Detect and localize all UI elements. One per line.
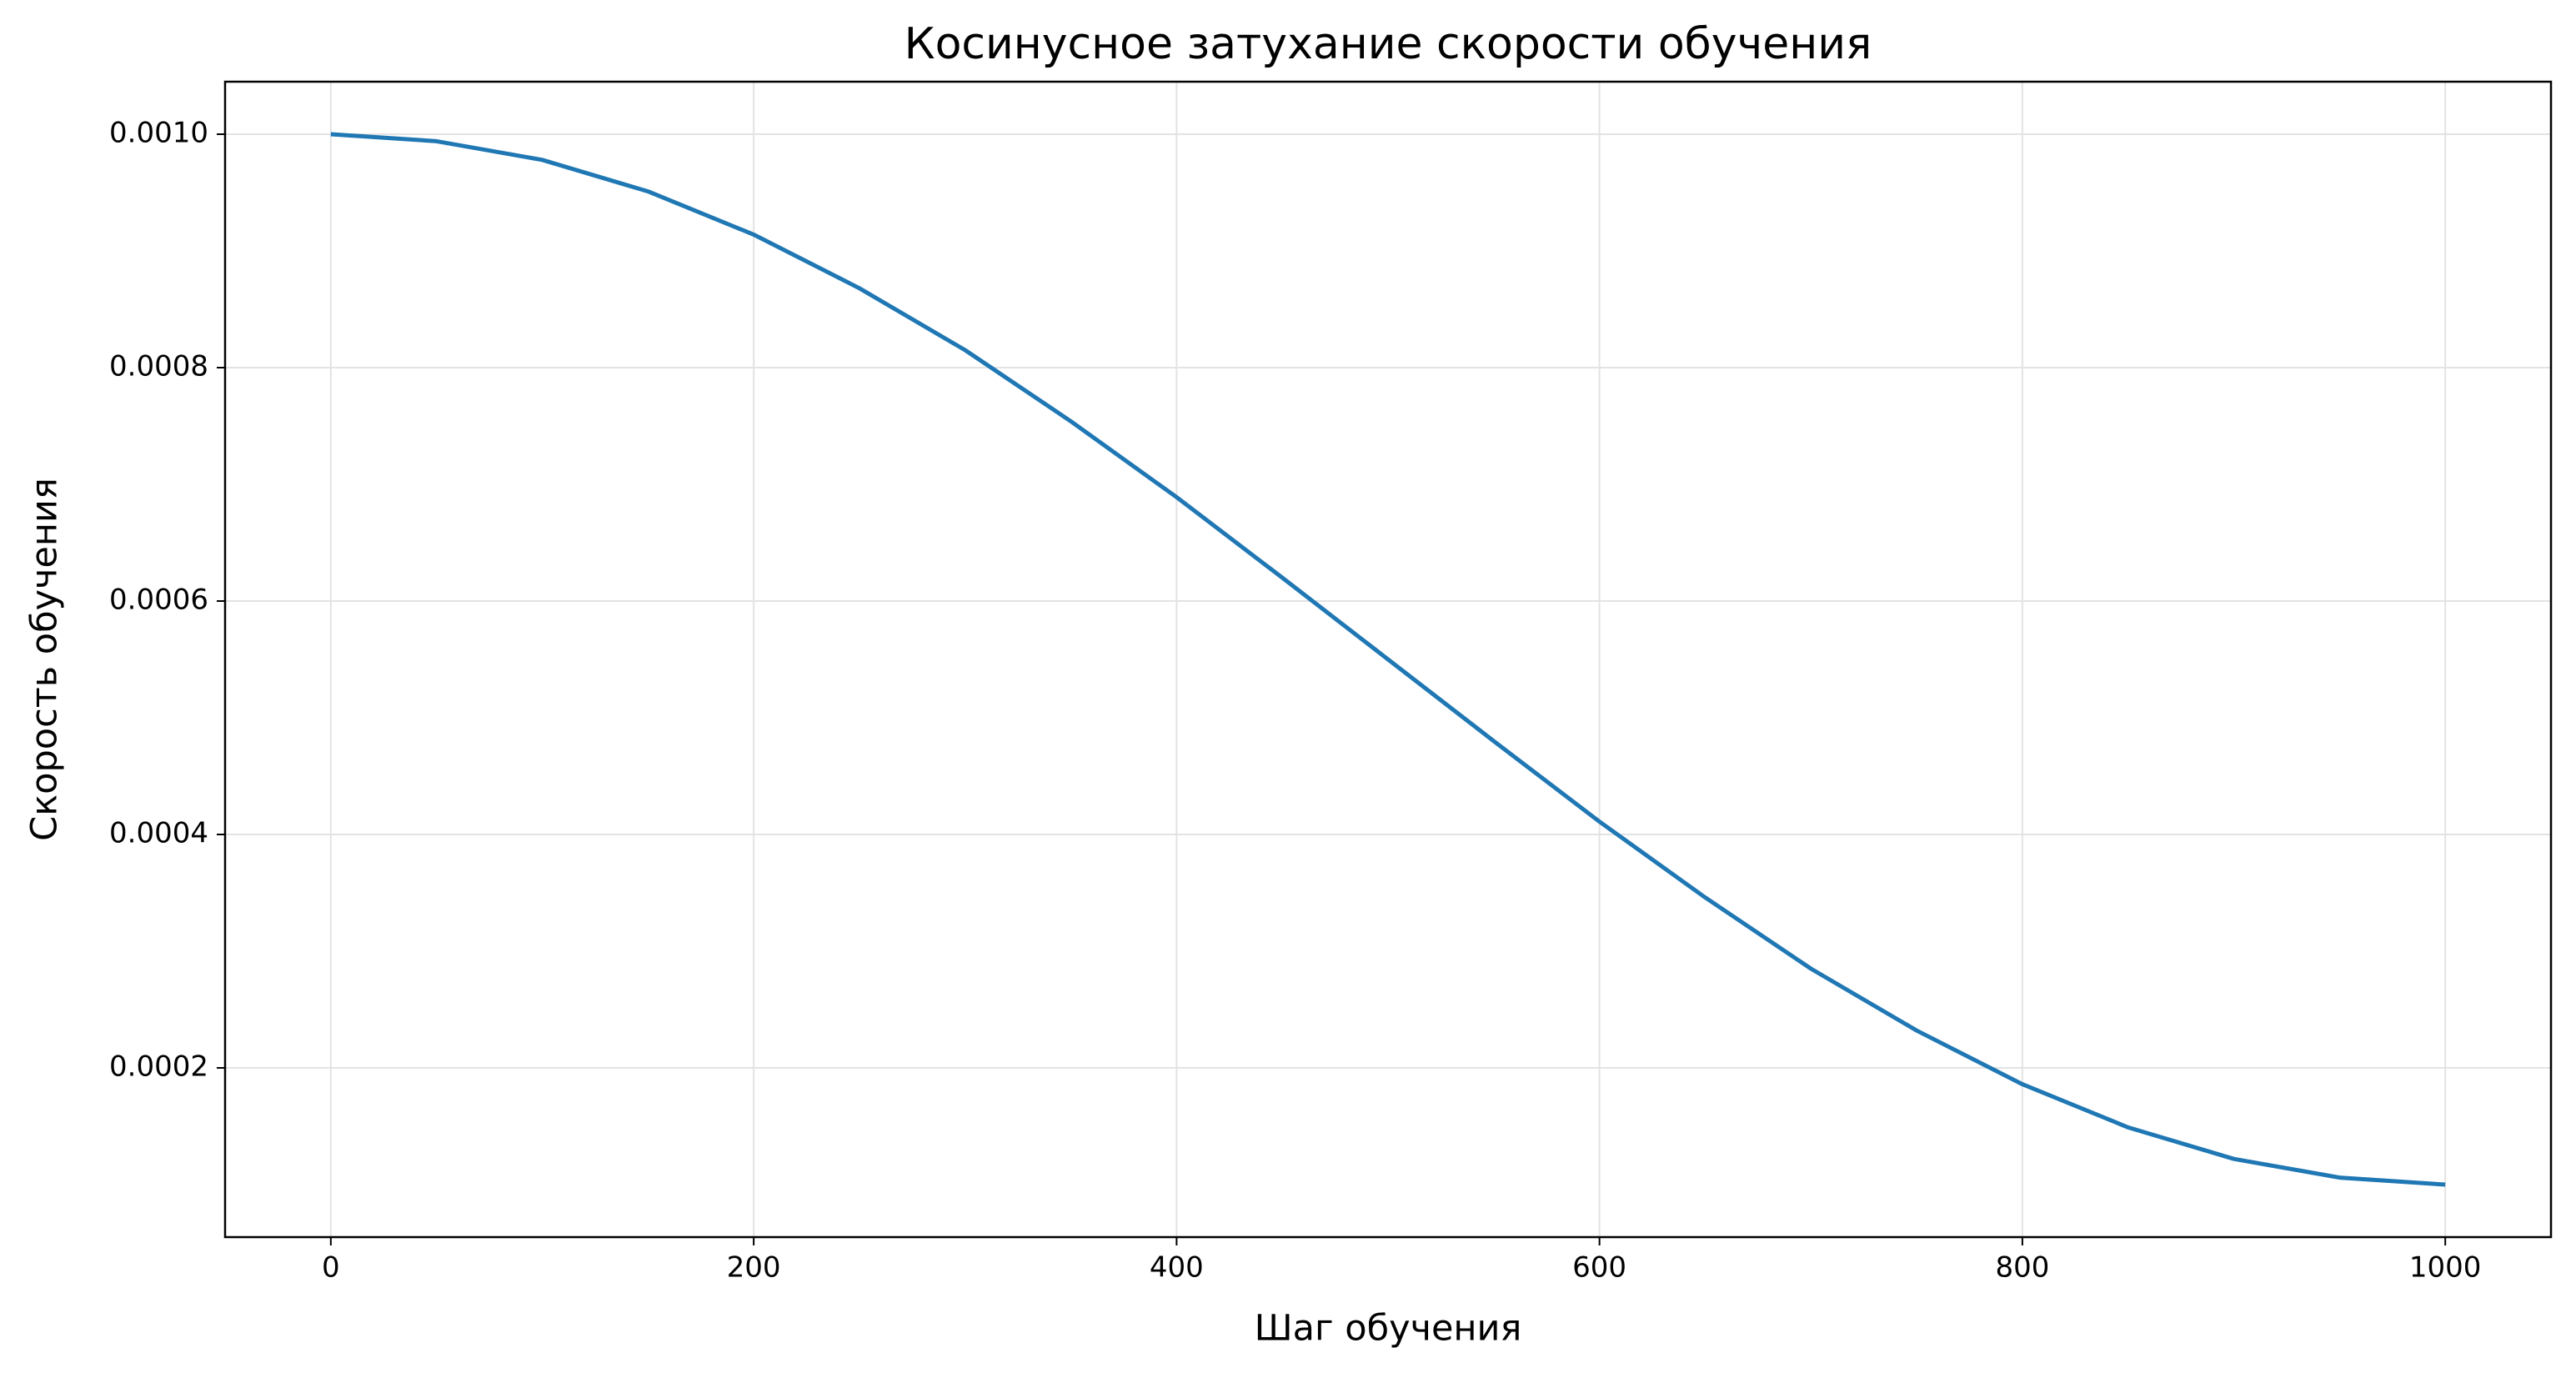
- y-axis-label: Скорость обучения: [24, 478, 66, 841]
- line-series: [330, 132, 2446, 1187]
- x-tick-label: 0: [322, 1251, 340, 1285]
- x-tick-label: 800: [1995, 1251, 2049, 1285]
- x-axis-label: Шаг обучения: [1255, 1308, 1522, 1350]
- chart-title: Косинусное затухание скорости обучения: [905, 19, 1872, 69]
- x-tick-label: 1000: [2409, 1251, 2482, 1285]
- y-tick-label: 0.0008: [109, 350, 208, 383]
- x-tick-label: 200: [727, 1251, 781, 1285]
- y-tick-label: 0.0006: [109, 584, 208, 617]
- y-tick-label: 0.0004: [109, 817, 208, 850]
- y-tick-label: 0.0010: [109, 117, 208, 150]
- plot-frame: [223, 80, 2553, 1239]
- y-tick-label: 0.0002: [109, 1050, 208, 1084]
- x-tick-label: 400: [1150, 1251, 1204, 1285]
- x-tick-label: 600: [1572, 1251, 1626, 1285]
